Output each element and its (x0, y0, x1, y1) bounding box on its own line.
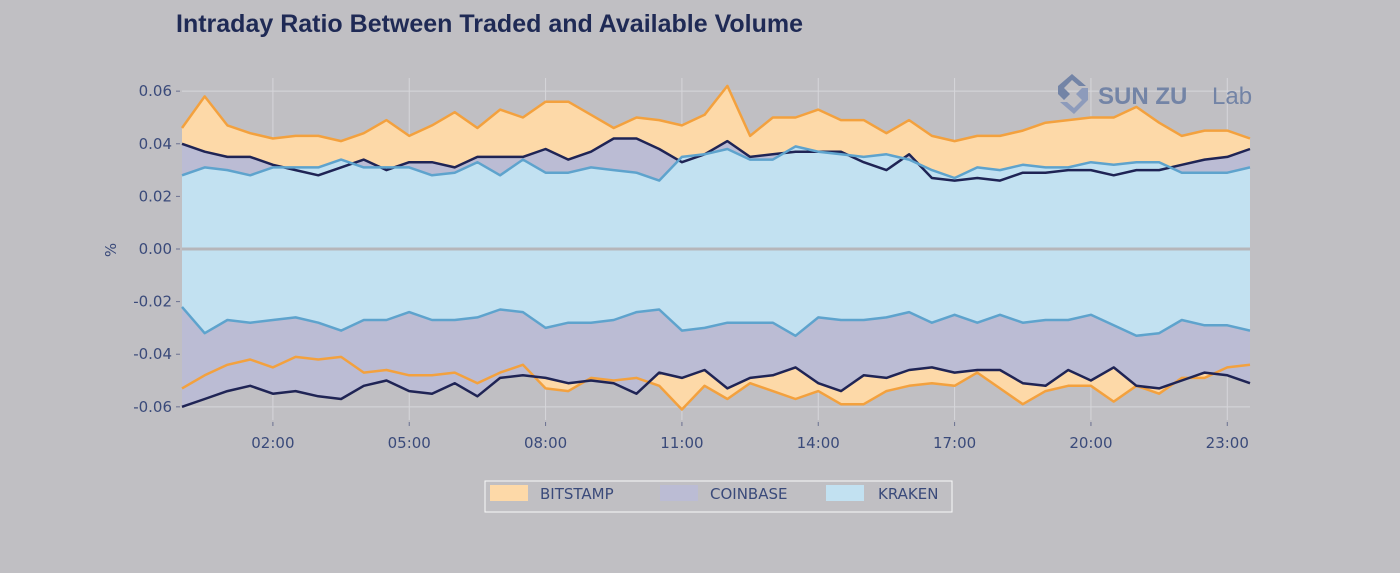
y-tick-label: 0.04 (139, 135, 172, 153)
logo-suffix-text: Lab (1212, 83, 1252, 110)
y-tick-label: 0.00 (139, 240, 172, 258)
line-lower-kraken (181, 306, 1251, 338)
area-layer (182, 85, 1250, 410)
line-upper-bitstamp (180, 84, 1251, 143)
legend: BITSTAMP COINBASE KRAKEN (484, 480, 953, 513)
legend-label-kraken: KRAKEN (878, 485, 938, 503)
y-tick-label: -0.06 (133, 398, 172, 416)
sunzu-logo-mark-icon (1058, 74, 1088, 114)
area-lower-kraken (182, 249, 1250, 336)
x-tick-label: 23:00 (1206, 434, 1249, 452)
line-lower-coinbase (181, 366, 1251, 408)
x-tick-label: 11:00 (660, 434, 703, 452)
logo-brand-text: SUN ZU (1098, 83, 1187, 110)
x-tick-label: 02:00 (251, 434, 294, 452)
line-upper-kraken (181, 145, 1251, 182)
x-tick-label: 14:00 (797, 434, 840, 452)
sunzu-logo: SUN ZU Lab (1058, 74, 1252, 114)
line-upper-coinbase (181, 137, 1251, 182)
x-tick-label: 05:00 (388, 434, 431, 452)
legend-swatch-kraken (826, 485, 864, 501)
x-tick-label: 17:00 (933, 434, 976, 452)
y-tick-label: 0.06 (139, 82, 172, 100)
line-layer (180, 84, 1251, 411)
x-tick-label: 08:00 (524, 434, 567, 452)
line-lower-bitstamp (181, 355, 1251, 411)
chart-title: Intraday Ratio Between Traded and Availa… (176, 10, 804, 38)
y-tick-label: 0.02 (139, 187, 172, 205)
area-upper-kraken (182, 146, 1250, 249)
y-tick-label: -0.02 (133, 293, 172, 311)
y-tick-label: -0.04 (133, 345, 172, 363)
legend-label-bitstamp: BITSTAMP (540, 485, 614, 503)
legend-frame (484, 480, 953, 513)
y-axis-title: % (102, 243, 120, 257)
legend-swatch-coinbase (660, 485, 698, 501)
x-tick-label: 20:00 (1069, 434, 1112, 452)
legend-label-coinbase: COINBASE (710, 485, 787, 503)
legend-swatch-bitstamp (490, 485, 528, 501)
axis-layer: 02:00 05:00 08:00 11:00 14:00 17:00 20:00 23:00… (133, 82, 1249, 452)
